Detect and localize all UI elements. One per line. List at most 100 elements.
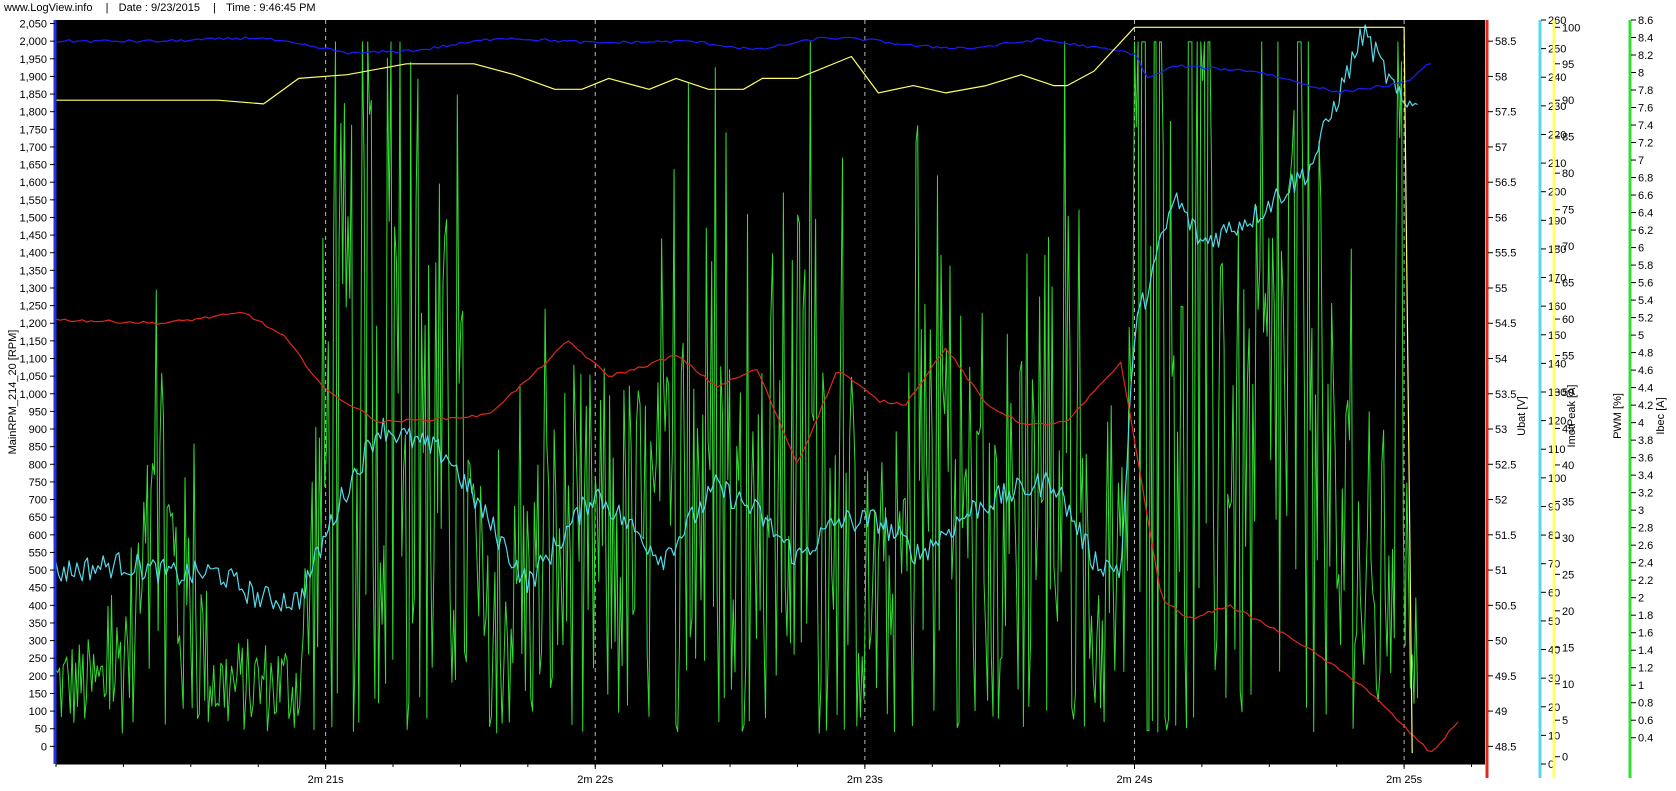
pwm-series-line: [56, 26, 1413, 754]
x-tick-label: 2m 22s: [577, 774, 614, 786]
ubat-tick-label: 51.5: [1495, 530, 1516, 542]
pwm-tick-label: 90: [1562, 95, 1574, 107]
ubat-tick-label: 49: [1495, 706, 1507, 718]
pwm-tick-label: 20: [1562, 606, 1574, 618]
ubat-tick-label: 58: [1495, 71, 1507, 83]
left-tick-label: 1,600: [19, 177, 47, 189]
ibec-tick-label: 0.8: [1638, 698, 1653, 710]
ubat-tick-label: 57.5: [1495, 107, 1516, 119]
separator: |: [213, 2, 216, 14]
imotpeak-tick-label: 200: [1548, 187, 1566, 199]
left-tick-label: 650: [29, 512, 47, 524]
ibec-tick-label: 8.4: [1638, 33, 1653, 45]
left-tick-label: 1,500: [19, 212, 47, 224]
ibec-tick-label: 8.2: [1638, 50, 1653, 62]
pwm-tick-label: 40: [1562, 460, 1574, 472]
ibec-tick-label: 4.6: [1638, 365, 1653, 377]
ubat-axis-label: Ubat [V]: [1516, 396, 1528, 436]
x-tick-label: 2m 23s: [847, 774, 884, 786]
ubat-tick-label: 53.5: [1495, 389, 1516, 401]
left-tick-label: 450: [29, 583, 47, 595]
left-axis-label: MainRPM_214_20 [RPM]: [7, 330, 19, 455]
ibec-tick-label: 5: [1638, 330, 1644, 342]
ibec-tick-label: 8.6: [1638, 16, 1653, 27]
separator: |: [105, 2, 109, 14]
pwm-tick-label: 95: [1562, 59, 1574, 71]
ibec-tick-label: 1: [1638, 680, 1644, 692]
left-tick-label: 1,900: [19, 71, 47, 83]
pwm-tick-label: 0: [1562, 752, 1568, 764]
left-tick-label: 1,800: [19, 107, 47, 119]
ibec-tick-label: 3.4: [1638, 470, 1653, 482]
left-tick-label: 1,400: [19, 248, 47, 260]
pwm-tick-label: 75: [1562, 205, 1574, 217]
imotpeak-tick-label: 250: [1548, 44, 1566, 56]
ibec-tick-label: 7.6: [1638, 103, 1653, 115]
ibec-tick-label: 3.8: [1638, 435, 1653, 447]
left-tick-label: 1,950: [19, 54, 47, 66]
pwm-tick-label: 5: [1562, 715, 1568, 727]
ubat-tick-label: 58.5: [1495, 36, 1516, 48]
left-tick-label: 500: [29, 565, 47, 577]
ubat-tick-label: 48.5: [1495, 741, 1516, 753]
ubat-tick-label: 50: [1495, 636, 1507, 648]
left-tick-label: 2,000: [19, 36, 47, 48]
left-tick-label: 1,700: [19, 142, 47, 154]
ubat-tick-label: 55: [1495, 283, 1507, 295]
title-bar: www.LogView.info | Date : 9/23/2015 | Ti…: [0, 0, 1676, 16]
pwm-tick-label: 45: [1562, 423, 1574, 435]
left-tick-label: 1,150: [19, 336, 47, 348]
ubat-tick-label: 50.5: [1495, 600, 1516, 612]
left-tick-label: 1,100: [19, 354, 47, 366]
pwm-tick-label: 55: [1562, 351, 1574, 363]
left-tick-label: 750: [29, 477, 47, 489]
x-tick-label: 2m 25s: [1386, 774, 1423, 786]
imotpeak-tick-label: 260: [1548, 16, 1566, 27]
rpm-series-line: [55, 36, 1432, 94]
left-tick-label: 550: [29, 547, 47, 559]
left-tick-label: 1,850: [19, 89, 47, 101]
left-tick-label: 600: [29, 530, 47, 542]
left-tick-label: 1,450: [19, 230, 47, 242]
ibec-tick-label: 6.8: [1638, 173, 1653, 185]
left-tick-label: 2,050: [19, 19, 47, 31]
imotpeak-tick-label: 160: [1548, 301, 1566, 313]
ibec-tick-label: 4.8: [1638, 348, 1653, 360]
ubat-tick-label: 55.5: [1495, 248, 1516, 260]
left-tick-label: 1,050: [19, 371, 47, 383]
ibec-tick-label: 0.4: [1638, 733, 1653, 745]
imotpeak-series-line: [55, 24, 1418, 612]
ibec-tick-label: 6.4: [1638, 208, 1653, 220]
ibec-tick-label: 2.6: [1638, 540, 1653, 552]
ubat-tick-label: 54: [1495, 354, 1507, 366]
chart: 2m 21s 2m 22s 2m 23s 2m 24s 2m 25s 2,050 2,000…: [0, 16, 1676, 791]
left-tick-label: 1,300: [19, 283, 47, 295]
axes-layer: 2m 21s 2m 22s 2m 23s 2m 24s 2m 25s 2,050 2,000…: [7, 16, 1667, 786]
ubat-tick-label: 51: [1495, 565, 1507, 577]
ubat-tick-label: 56.5: [1495, 177, 1516, 189]
ibec-tick-label: 5.4: [1638, 295, 1653, 307]
series-layer: [55, 24, 1459, 754]
pwm-tick-label: 70: [1562, 241, 1574, 253]
ibec-tick-label: 2.2: [1638, 575, 1653, 587]
imotpeak-tick-label: 100: [1548, 473, 1566, 485]
pwm-tick-label: 85: [1562, 132, 1574, 144]
ibec-tick-label: 1.4: [1638, 645, 1653, 657]
ibec-tick-label: 3: [1638, 505, 1644, 517]
imotpeak-axis-label: ImotPeak [A]: [1566, 385, 1578, 448]
ibec-tick-label: 4.2: [1638, 400, 1653, 412]
imotpeak-tick-label: 190: [1548, 215, 1566, 227]
pwm-tick-label: 30: [1562, 533, 1574, 545]
ibec-tick-label: 5.2: [1638, 313, 1653, 325]
imotpeak-tick-label: 0: [1548, 759, 1554, 771]
left-tick-label: 800: [29, 459, 47, 471]
left-tick-label: 0: [41, 741, 47, 753]
ibec-series-line: [55, 41, 1419, 734]
ibec-tick-label: 7.2: [1638, 138, 1653, 150]
left-tick-label: 700: [29, 495, 47, 507]
left-tick-label: 900: [29, 424, 47, 436]
left-tick-label: 100: [29, 706, 47, 718]
date-label: Date : 9/23/2015: [118, 2, 200, 14]
imotpeak-tick-label: 150: [1548, 330, 1566, 342]
imotpeak-tick-label: 110: [1548, 444, 1566, 456]
